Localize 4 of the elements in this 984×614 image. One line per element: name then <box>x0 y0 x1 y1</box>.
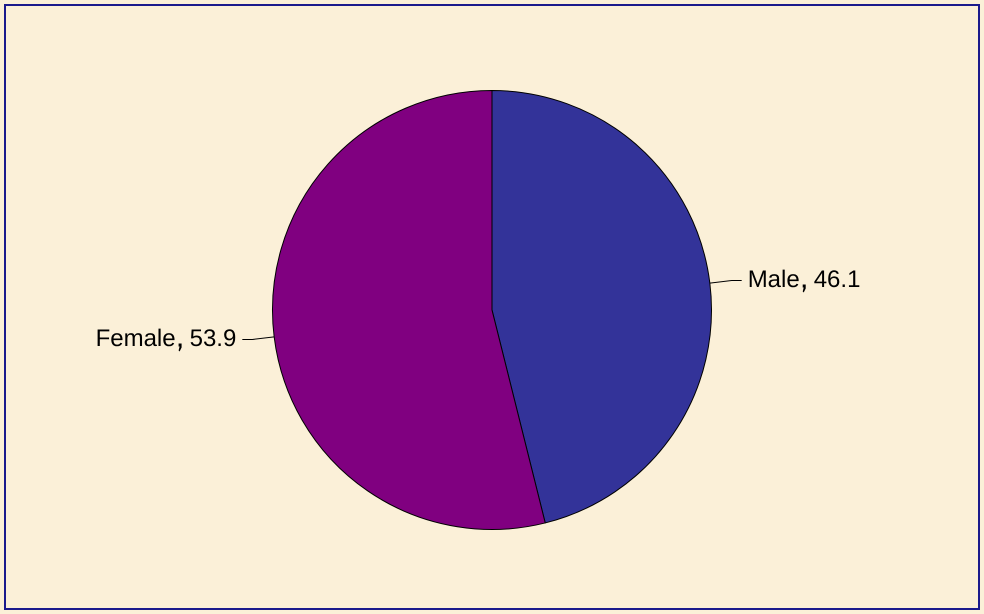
slice-label: Male <box>748 266 800 294</box>
slice-label: Female <box>96 325 176 352</box>
data-label: 53.9 <box>190 325 236 352</box>
data-label: 46.1 <box>814 266 860 294</box>
